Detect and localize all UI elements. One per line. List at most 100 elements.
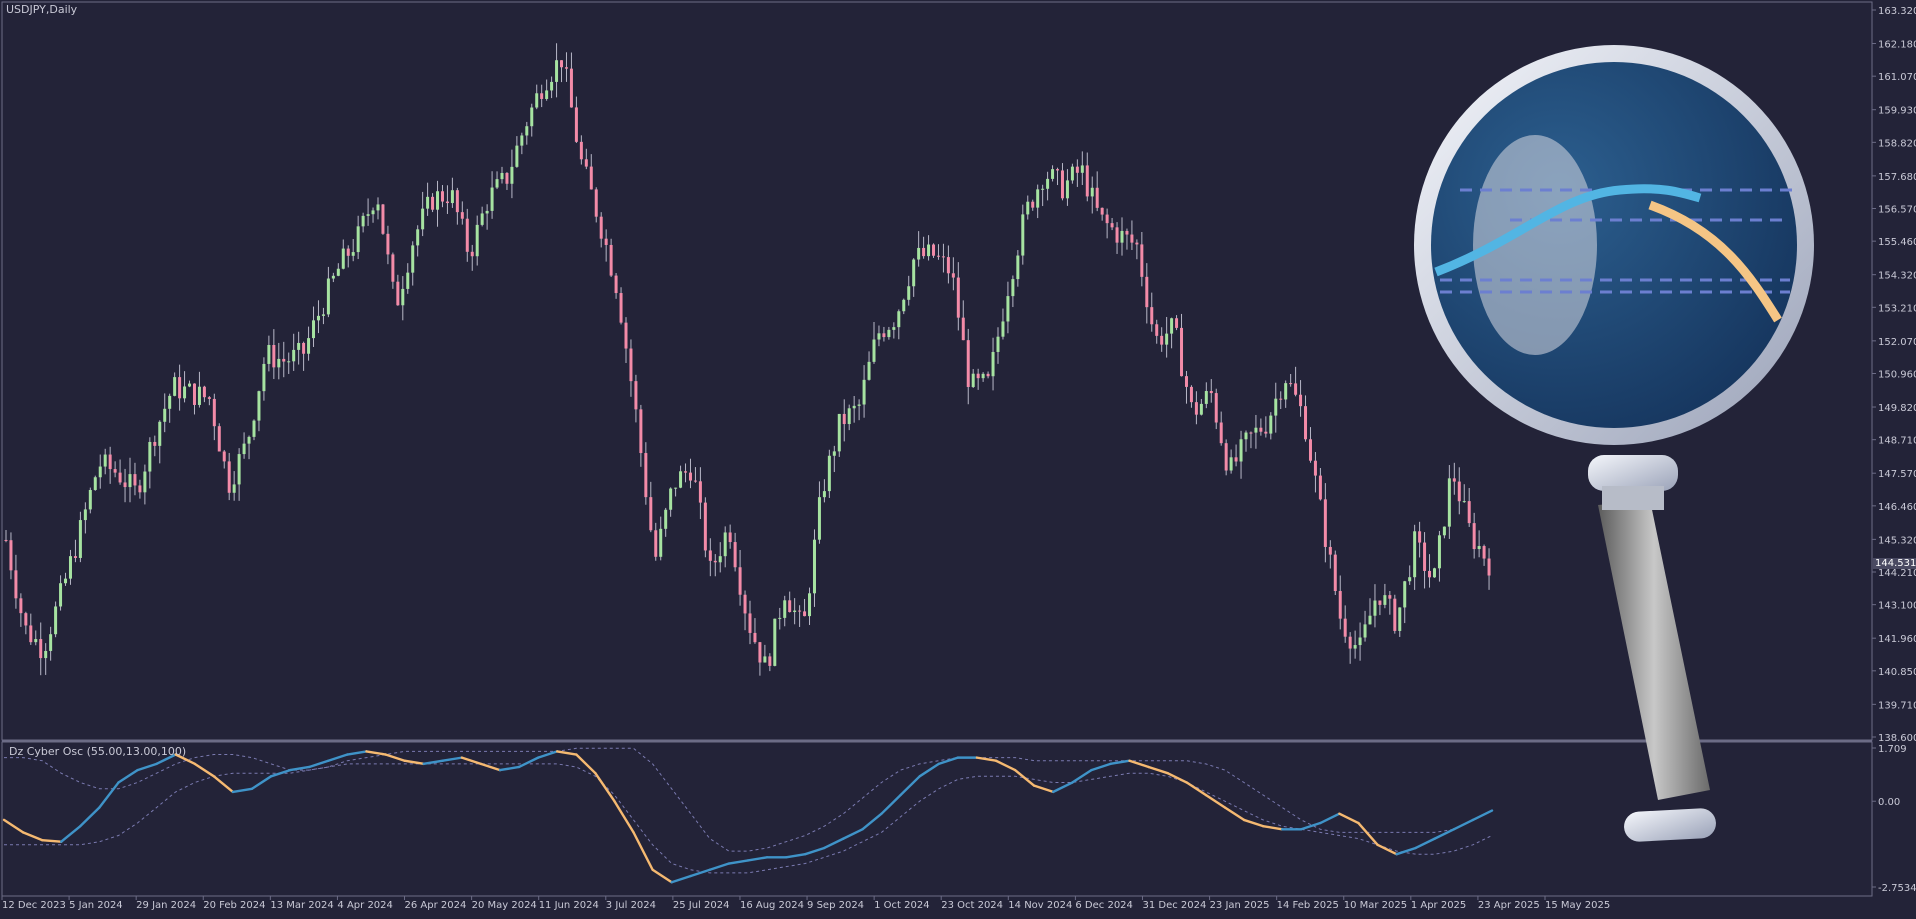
candle-body bbox=[1070, 166, 1074, 181]
candle-body bbox=[1308, 439, 1312, 461]
osc-line-segment bbox=[1223, 806, 1246, 822]
osc-line-segment bbox=[651, 868, 673, 884]
candle-body bbox=[812, 539, 816, 594]
date-axis-label: 29 Jan 2024 bbox=[136, 900, 196, 911]
candle-body bbox=[738, 567, 742, 595]
candle-body bbox=[1467, 501, 1471, 524]
symbol-title: USDJPY,Daily bbox=[6, 3, 78, 16]
candle-body bbox=[971, 373, 975, 387]
osc-line-segment bbox=[212, 775, 235, 794]
candle-body bbox=[1294, 383, 1298, 395]
date-axis-label: 1 Apr 2025 bbox=[1411, 900, 1466, 911]
candle-body bbox=[282, 358, 286, 362]
candle-body bbox=[252, 420, 256, 437]
candle-body bbox=[1437, 535, 1441, 569]
osc-line-segment bbox=[1013, 768, 1036, 787]
osc-line-segment bbox=[403, 759, 425, 766]
candle-body bbox=[1338, 591, 1342, 619]
candle-body bbox=[1378, 600, 1382, 605]
candle-body bbox=[684, 471, 688, 473]
candle-body bbox=[381, 204, 385, 234]
candle-body bbox=[808, 593, 812, 617]
candle-body bbox=[39, 639, 43, 659]
candle-body bbox=[73, 556, 77, 558]
candle-body bbox=[917, 247, 921, 260]
osc-line-segment bbox=[975, 756, 998, 762]
osc-line-segment bbox=[784, 852, 807, 859]
candle-body bbox=[1249, 432, 1253, 434]
candle-body bbox=[703, 502, 707, 551]
candle-body bbox=[1472, 523, 1476, 550]
candle-body bbox=[753, 632, 757, 643]
candle-body bbox=[1046, 178, 1050, 189]
osc-axis-label: 1.709 bbox=[1878, 744, 1907, 755]
candle-body bbox=[29, 625, 33, 643]
candle-body bbox=[1313, 460, 1317, 476]
candle-body bbox=[1289, 383, 1293, 385]
candle-body bbox=[639, 409, 643, 454]
candle-body bbox=[1373, 600, 1377, 616]
osc-line-segment bbox=[365, 750, 387, 756]
osc-line-segment bbox=[60, 824, 82, 843]
oscillator-pane[interactable] bbox=[2, 747, 1494, 884]
candle-body bbox=[1487, 558, 1491, 576]
candle-body bbox=[679, 471, 683, 488]
osc-line-segment bbox=[155, 753, 177, 766]
candle-body bbox=[708, 550, 712, 561]
candle-body bbox=[1432, 568, 1436, 578]
candle-body bbox=[183, 386, 187, 399]
candle-body bbox=[277, 358, 281, 368]
candle-body bbox=[1254, 427, 1258, 433]
candle-body bbox=[817, 497, 821, 540]
candle-body bbox=[510, 166, 514, 184]
candle-body bbox=[1125, 230, 1129, 235]
osc-line-segment bbox=[1204, 793, 1227, 809]
osc-line-segment bbox=[994, 759, 1017, 772]
candle-body bbox=[1418, 531, 1422, 543]
candle-body bbox=[411, 245, 415, 273]
candle-body bbox=[1304, 406, 1308, 440]
candle-body bbox=[202, 386, 206, 398]
price-axis-label: 147.570 bbox=[1878, 469, 1916, 480]
date-axis-label: 23 Apr 2025 bbox=[1478, 900, 1540, 911]
candle-body bbox=[133, 474, 137, 486]
candle-body bbox=[436, 191, 440, 210]
candle-body bbox=[535, 93, 539, 108]
osc-line-segment bbox=[842, 828, 864, 840]
candle-body bbox=[693, 480, 697, 482]
candle-body bbox=[212, 398, 216, 427]
candle-body bbox=[1155, 324, 1159, 336]
candle-body bbox=[1259, 427, 1263, 432]
candle-body bbox=[1135, 242, 1139, 245]
candle-body bbox=[1199, 403, 1203, 415]
candle-body bbox=[996, 336, 1000, 352]
candle-body bbox=[1408, 577, 1412, 582]
candle-body bbox=[1393, 598, 1397, 631]
price-axis-label: 161.070 bbox=[1878, 72, 1916, 83]
candle-body bbox=[1368, 615, 1372, 625]
candle-body bbox=[49, 634, 53, 651]
candle-body bbox=[1353, 645, 1357, 649]
candle-body bbox=[887, 329, 891, 338]
candle-body bbox=[773, 618, 777, 666]
candle-body bbox=[1383, 595, 1387, 605]
candle-body bbox=[341, 248, 345, 269]
osc-line-segment bbox=[517, 756, 540, 769]
candle-body bbox=[455, 190, 459, 213]
candle-body bbox=[634, 381, 638, 410]
osc-line-segment bbox=[327, 753, 349, 762]
candle-body bbox=[713, 560, 717, 563]
candle-body bbox=[1016, 255, 1020, 280]
candle-body bbox=[178, 377, 182, 399]
date-axis-label: 12 Dec 2023 bbox=[2, 900, 66, 911]
candle-body bbox=[1204, 391, 1208, 404]
candle-body bbox=[485, 210, 489, 214]
candle-body bbox=[733, 542, 737, 568]
date-axis-label: 4 Apr 2024 bbox=[337, 900, 392, 911]
candle-body bbox=[941, 256, 945, 258]
candle-body bbox=[644, 453, 648, 498]
price-pane[interactable] bbox=[4, 43, 1491, 676]
price-axis-label: 150.960 bbox=[1878, 370, 1916, 381]
